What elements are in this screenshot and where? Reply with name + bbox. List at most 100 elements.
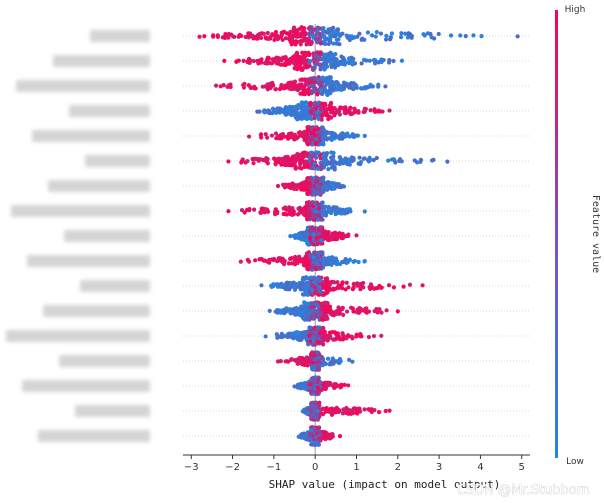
shap-point: [308, 154, 313, 159]
shap-point: [515, 34, 520, 39]
feature-label-obscured: [90, 30, 150, 42]
x-tick-label: 3: [436, 462, 442, 473]
shap-point: [298, 42, 303, 47]
shap-point: [301, 110, 306, 115]
shap-point: [322, 67, 327, 72]
shap-point: [218, 84, 223, 89]
shap-point: [266, 36, 271, 42]
shap-point: [334, 37, 339, 43]
feature-row-4: [255, 100, 392, 122]
shap-point: [308, 407, 313, 412]
shap-point: [262, 60, 267, 66]
shap-point: [277, 256, 282, 262]
shap-point: [311, 179, 316, 184]
shap-point: [314, 32, 319, 37]
shap-point: [333, 232, 338, 238]
shap-point: [351, 81, 356, 86]
shap-point: [265, 56, 270, 61]
shap-point: [306, 128, 311, 133]
shap-point: [344, 309, 350, 314]
shap-point: [376, 409, 382, 415]
shap-point: [361, 57, 367, 62]
shap-point: [362, 407, 367, 412]
shap-point: [305, 164, 310, 169]
shap-point: [291, 26, 296, 31]
shap-point: [429, 35, 434, 40]
shap-point: [321, 142, 326, 147]
feature-label-obscured: [11, 205, 150, 217]
shap-point: [318, 258, 323, 263]
shap-point: [322, 205, 327, 210]
shap-point: [318, 41, 323, 46]
shap-point: [314, 179, 319, 184]
shap-point: [289, 261, 294, 266]
shap-point: [312, 132, 317, 138]
shap-point: [399, 31, 404, 36]
shap-point: [307, 326, 312, 331]
shap-point: [352, 106, 357, 111]
shap-point: [288, 234, 293, 239]
shap-point: [301, 65, 306, 70]
shap-point: [302, 59, 307, 64]
shap-point: [337, 311, 342, 316]
shap-point: [317, 403, 322, 409]
shap-point: [301, 275, 306, 281]
shap-point: [312, 377, 318, 382]
shap-point: [356, 109, 361, 114]
feature-row-17: [296, 425, 343, 447]
shap-point: [241, 58, 246, 64]
shap-point: [297, 111, 302, 116]
shap-point: [332, 382, 337, 387]
shap-point: [309, 79, 314, 85]
feature-row-5: [247, 125, 367, 147]
shap-point: [393, 160, 398, 165]
shap-point: [358, 86, 364, 91]
shap-point: [374, 155, 379, 161]
shap-point: [279, 162, 284, 167]
shap-point: [333, 81, 338, 87]
shap-point: [237, 32, 242, 38]
shap-point: [311, 33, 316, 39]
shap-point: [272, 37, 277, 43]
x-tick-label: 1: [353, 462, 359, 473]
shap-point: [346, 285, 351, 290]
shap-point: [292, 262, 298, 267]
feature-row-7: [275, 175, 347, 197]
shap-point: [236, 58, 241, 63]
shap-point: [296, 206, 301, 211]
shap-point: [318, 290, 324, 295]
shap-point: [326, 160, 331, 165]
shap-point: [331, 41, 336, 46]
shap-point: [332, 407, 337, 412]
x-tick-label: −2: [225, 462, 240, 473]
shap-point: [358, 332, 363, 337]
shap-point: [307, 333, 312, 338]
shap-point: [281, 211, 286, 217]
shap-point: [317, 50, 322, 56]
shap-point: [318, 225, 323, 230]
shap-point: [225, 84, 230, 89]
shap-point: [317, 400, 322, 405]
shap-point: [337, 42, 342, 47]
shap-point: [293, 334, 298, 339]
shap-point: [307, 52, 312, 57]
shap-point: [299, 381, 304, 386]
shap-point: [330, 286, 335, 291]
shap-point: [290, 55, 295, 60]
shap-point: [270, 57, 275, 62]
shap-point: [304, 238, 309, 243]
shap-point: [298, 233, 303, 239]
shap-point: [308, 214, 313, 219]
shap-point: [211, 33, 216, 38]
feature-labels: [6, 30, 150, 442]
shap-point: [428, 31, 433, 37]
shap-point: [310, 283, 315, 288]
shap-point: [296, 334, 301, 339]
feature-row-1: [197, 25, 520, 47]
shap-point: [302, 331, 307, 336]
shap-point: [321, 158, 327, 163]
feature-row-16: [300, 400, 392, 422]
shap-point: [328, 362, 334, 367]
shap-point: [256, 61, 261, 66]
